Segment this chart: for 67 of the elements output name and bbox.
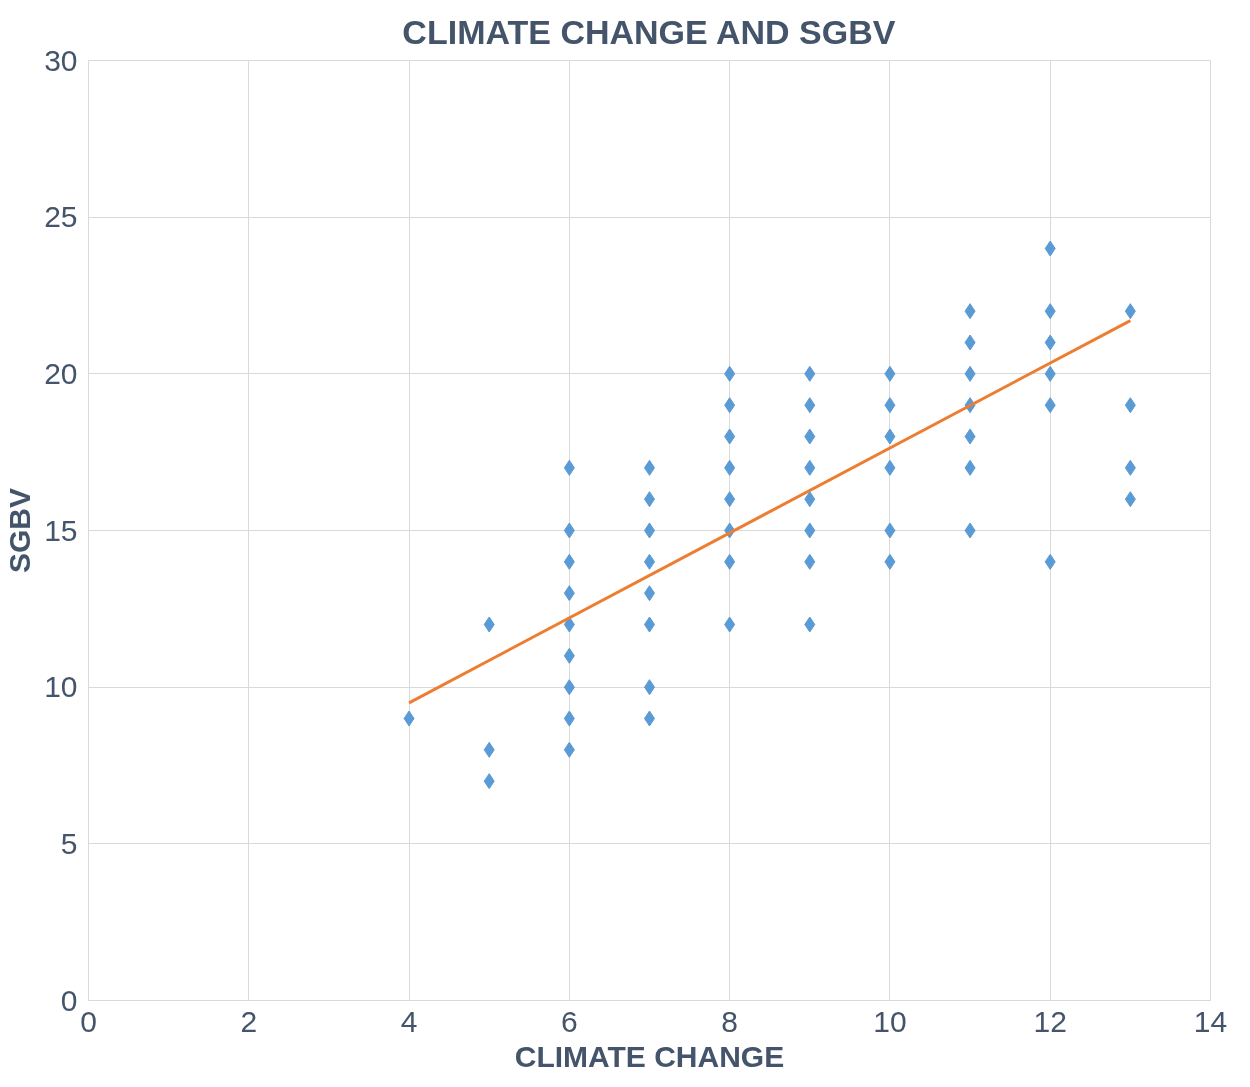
point [1044,397,1056,414]
x-axis-title: CLIMATE CHANGE [514,1039,785,1073]
y-tick-label: 20 [44,356,78,390]
point [1044,334,1056,351]
x-tick-label: 14 [1193,1004,1228,1038]
point [1044,303,1056,320]
point [804,459,816,476]
point [884,459,896,476]
point [563,616,575,633]
y-tick-label: 0 [60,983,78,1017]
point [804,428,816,445]
point [724,428,736,445]
point [964,303,976,320]
point [563,585,575,602]
chart-title: CLIMATE CHANGE AND SGBV [402,12,896,51]
point [884,522,896,539]
point [724,365,736,382]
point [563,522,575,539]
point [724,491,736,508]
point [724,616,736,633]
point [1124,491,1136,508]
x-tick-label: 10 [873,1004,907,1038]
point [964,522,976,539]
point [483,741,495,758]
point [884,553,896,570]
point [884,428,896,445]
point [1044,365,1056,382]
point [1044,553,1056,570]
y-tick-label: 30 [44,43,78,77]
point [483,773,495,790]
point [724,397,736,414]
point [804,397,816,414]
x-tick-label: 6 [561,1004,578,1038]
point [563,741,575,758]
point [804,522,816,539]
point [563,647,575,664]
point [483,616,495,633]
x-tick-label: 8 [721,1004,738,1038]
point [563,679,575,696]
y-tick-label: 25 [44,200,78,234]
point [804,616,816,633]
point [804,553,816,570]
point [1044,240,1056,257]
point [964,365,976,382]
point [403,710,415,727]
y-tick-label: 5 [60,826,78,860]
point [884,365,896,382]
point [884,397,896,414]
y-tick-label: 15 [44,513,78,547]
point [724,553,736,570]
point [563,459,575,476]
point [563,553,575,570]
x-tick-label: 4 [400,1004,418,1038]
x-tick-label: 12 [1033,1004,1067,1038]
x-tick-label: 2 [240,1004,258,1038]
point [964,428,976,445]
point [724,459,736,476]
point [563,710,575,727]
point [964,334,976,351]
y-tick-label: 10 [44,670,78,704]
point [804,365,816,382]
point [1124,397,1136,414]
point [964,459,976,476]
point [1124,459,1136,476]
point [804,491,816,508]
y-axis-title: SGBV [3,487,37,574]
point [1124,303,1136,320]
